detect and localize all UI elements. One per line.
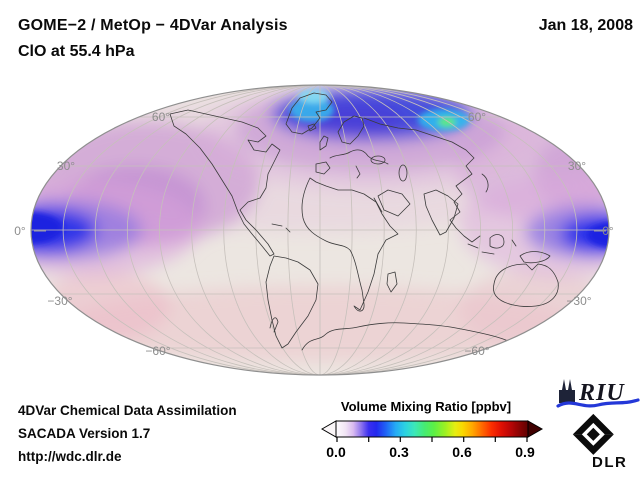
colorbar-right-arrow [527,420,544,438]
caption-assimilation: 4DVar Chemical Data Assimilation [18,403,237,418]
lat-label-right-0: 0° [602,224,614,238]
plot-title: GOME−2 / MetOp − 4DVar Analysis [18,17,288,34]
map-rim [30,84,610,376]
colorbar-tick-0.9: 0.9 [515,444,535,460]
lat-label-right-30: 30° [567,159,587,173]
dlr-emblem-icon [572,413,614,455]
colorbar-ticks [336,437,528,442]
lat-label-left-0: 0° [14,224,26,238]
caption-version: SACADA Version 1.7 [18,426,151,441]
coastlines [169,92,601,351]
lat-label-left-60: 60° [151,110,171,124]
lat-label-right-m30: −30° [566,294,592,308]
colorbar-title: Volume Mixing Ratio [ppbv] [340,399,512,414]
colorbar-tick-0.0: 0.0 [326,444,346,460]
caption-url: http://wdc.dlr.de [18,449,122,464]
lat-label-left-m30: −30° [47,294,73,308]
riu-wave-icon [556,398,640,408]
lat-label-left-30: 30° [56,159,76,173]
riu-logo: RIU [556,379,640,408]
dlr-logo-text: DLR [592,454,627,470]
lat-label-left-m60: −60° [145,344,171,358]
cathedral-icon [559,379,575,403]
colorbar-tick-0.3: 0.3 [389,444,409,460]
colorbar-gradient [335,420,529,438]
lat-label-right-m60: −60° [464,344,490,358]
dlr-logo: DLR [572,413,627,470]
plot-subtitle: ClO at 55.4 hPa [18,43,135,60]
date-label: Jan 18, 2008 [538,17,633,34]
colorbar-left-arrow [320,420,337,438]
colorbar [320,420,544,442]
world-map [30,84,610,376]
lat-label-right-60: 60° [467,110,487,124]
colorbar-tick-0.6: 0.6 [452,444,472,460]
